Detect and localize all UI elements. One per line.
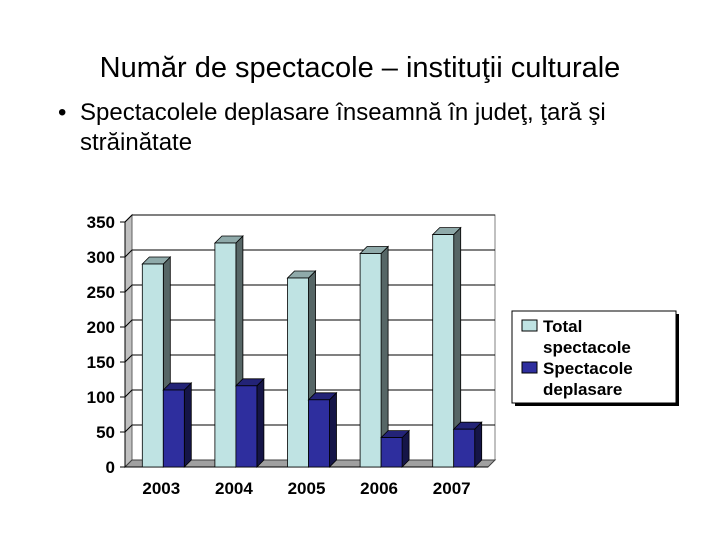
bar-front-0-0	[141, 263, 164, 468]
x-tick-label-2007: 2007	[433, 479, 471, 498]
bar-front-0-1	[214, 242, 237, 468]
y-tick-label-0: 0	[106, 458, 115, 477]
gridline-350	[124, 214, 495, 223]
bar-front-0-2	[287, 277, 309, 468]
legend-box	[511, 310, 677, 404]
bar-spectacole-deplasare-2006	[380, 429, 411, 468]
bullet-point: • Spectacolele deplasare înseamnă în jud…	[58, 98, 678, 158]
y-tick-label-100: 100	[87, 388, 115, 407]
bar-side-1-1	[256, 377, 265, 468]
bar-side-1-4	[474, 421, 483, 468]
bullet-text: Spectacolele deplasare înseamnă în judeţ…	[80, 99, 606, 156]
legend-swatch-0	[521, 319, 538, 332]
bullet-symbol: •	[58, 99, 67, 126]
legend-label-0-line-0: Total	[543, 317, 582, 336]
y-tick-label-50: 50	[96, 423, 115, 442]
bar-front-0-4	[432, 234, 455, 468]
legend-label-1-line-0: Spectacole	[543, 359, 633, 378]
x-tick-label-2003: 2003	[142, 479, 180, 498]
bar-total-spectacole-2006	[359, 245, 390, 468]
bar-spectacole-deplasare-2005	[307, 391, 338, 468]
bar-total-spectacole-2003	[141, 256, 172, 468]
bar-front-1-1	[235, 385, 258, 468]
bar-front-0-3	[359, 253, 382, 468]
slide-title: Număr de spectacole – instituţii cultura…	[99, 52, 621, 84]
bar-spectacole-deplasare-2003	[162, 382, 193, 468]
y-tick-label-150: 150	[87, 353, 115, 372]
bar-spectacole-deplasare-2007	[452, 421, 483, 468]
x-tick-label-2004: 2004	[215, 479, 253, 498]
legend-label-0-line-1: spectacole	[543, 338, 631, 357]
legend-swatch-1	[521, 361, 538, 374]
x-axis-tick-labels: 2003 2004 2005 2006 2007	[142, 479, 470, 498]
y-tick-label-200: 200	[87, 318, 115, 337]
bar-side-1-0	[183, 382, 192, 468]
bar-front-1-0	[162, 389, 185, 468]
x-tick-label-2006: 2006	[360, 479, 398, 498]
legend: Total spectacole Spectacole deplasare	[511, 310, 679, 406]
legend-label-1-line-1: deplasare	[543, 380, 622, 399]
bar-front-1-2	[308, 399, 330, 468]
y-tick-label-300: 300	[87, 248, 115, 267]
bars	[141, 226, 483, 468]
y-axis-tick-labels: 0 50 100 150 200 250 300 350	[87, 213, 115, 477]
x-tick-label-2005: 2005	[288, 479, 326, 498]
bar-side-1-2	[329, 391, 337, 468]
y-tick-label-350: 350	[87, 213, 115, 232]
y-tick-label-250: 250	[87, 283, 115, 302]
bar-front-1-4	[453, 428, 476, 468]
bar-front-1-3	[380, 437, 403, 468]
bar-spectacole-deplasare-2004	[234, 377, 265, 468]
